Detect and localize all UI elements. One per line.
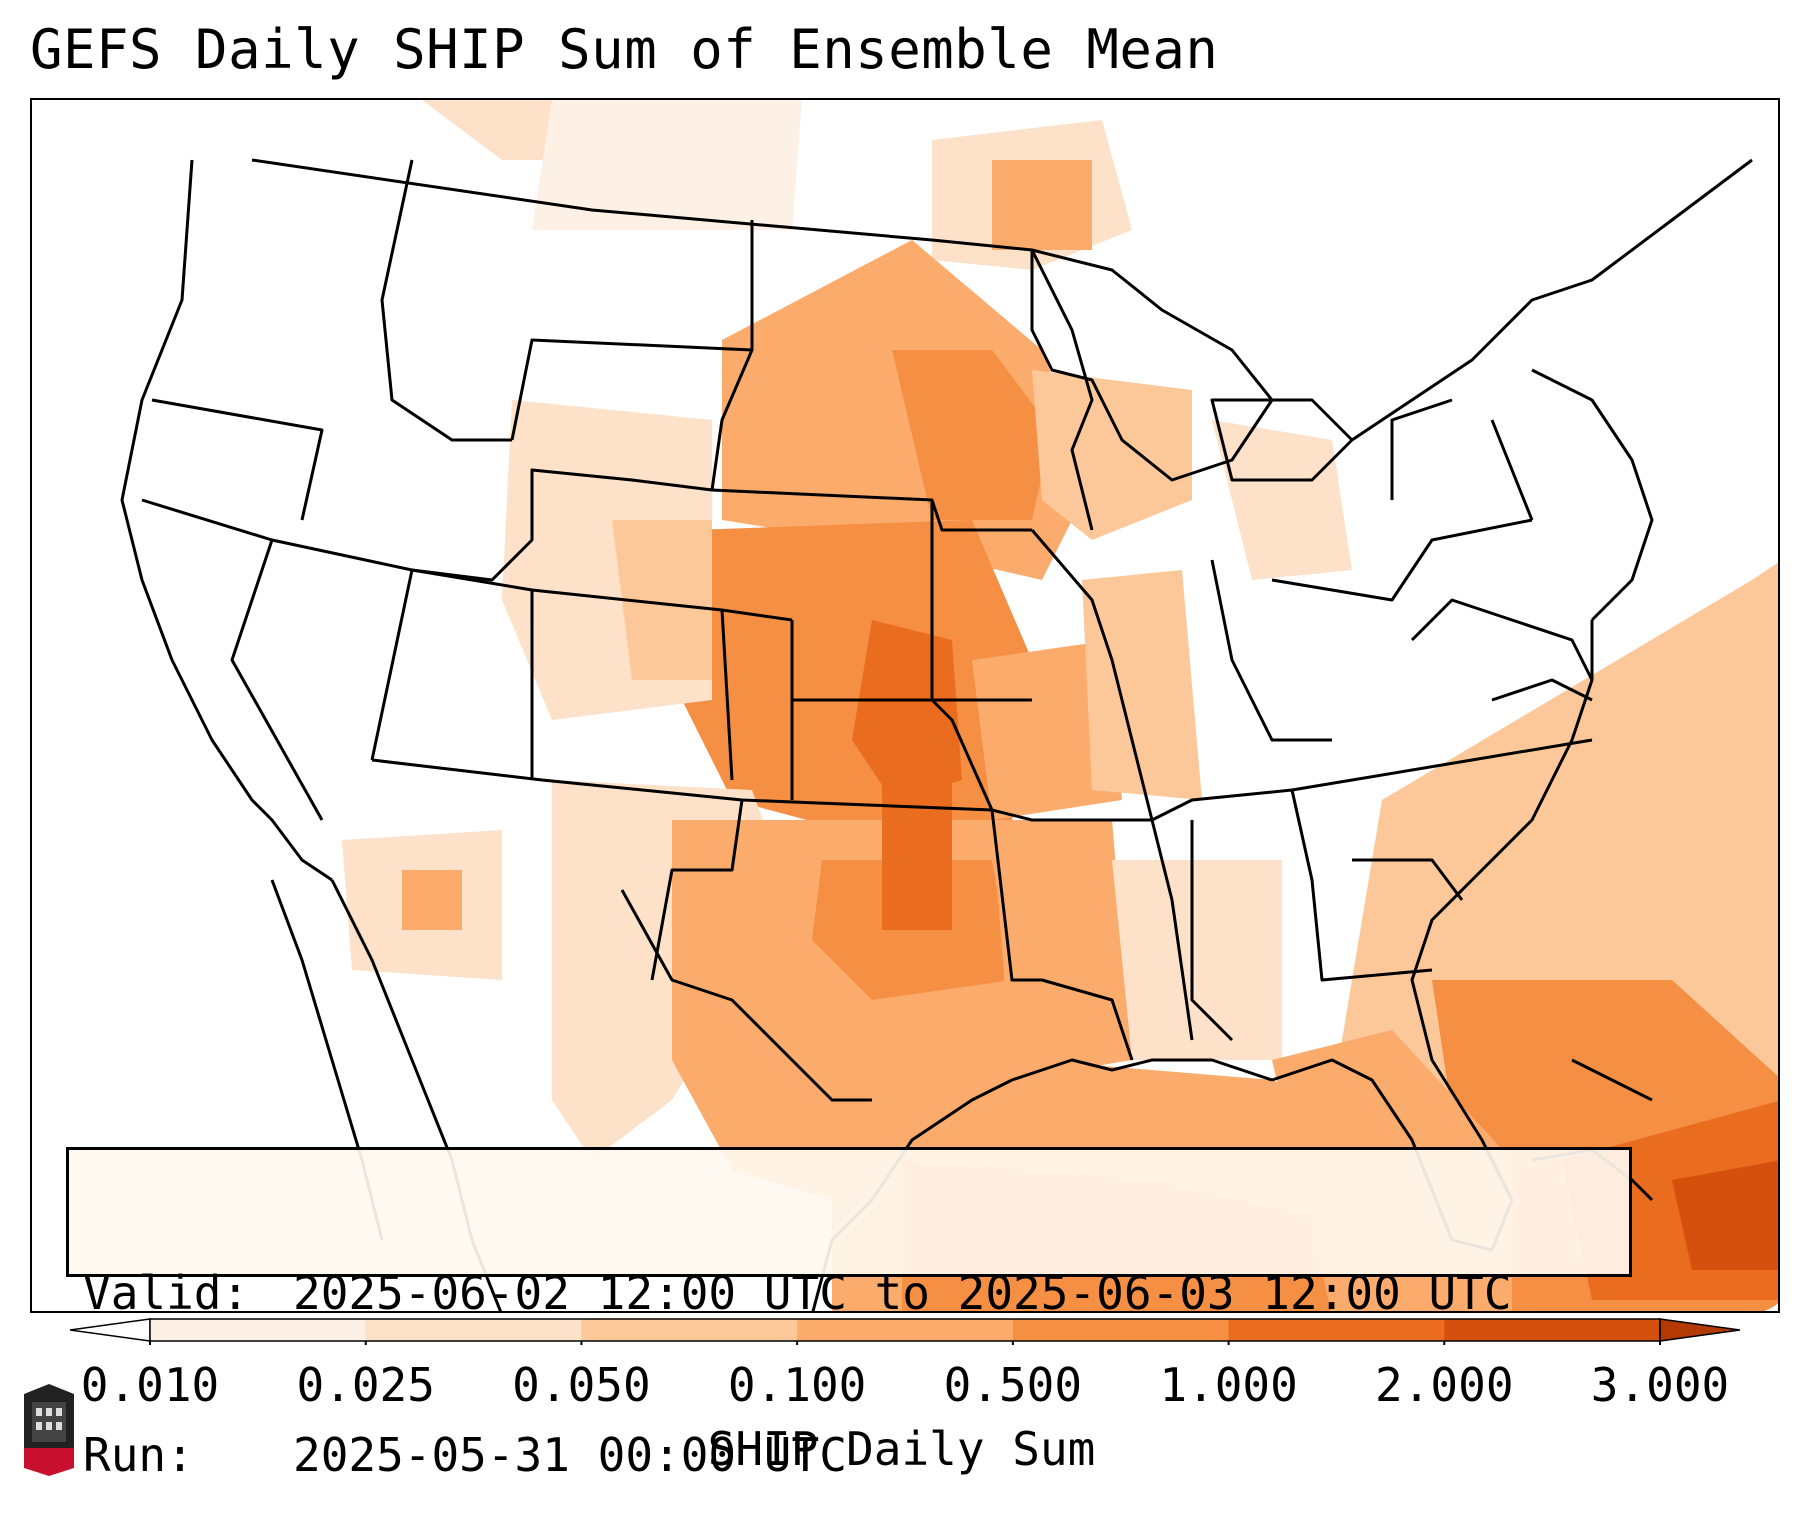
niu-logo xyxy=(24,1384,74,1476)
colorbar-label: SHIP Daily Sum xyxy=(707,1422,1096,1476)
colorbar-tick-label: 2.000 xyxy=(1375,1358,1514,1412)
colorbar-extend-low xyxy=(70,1318,151,1342)
valid-row: Valid: 2025-06-02 12:00 UTC to 2025-06-03… xyxy=(83,1266,1615,1320)
colorbar-tick-label: 0.010 xyxy=(80,1358,220,1412)
colorbar-segment xyxy=(1444,1319,1661,1341)
colorbar-tick-label: 1.000 xyxy=(1159,1358,1298,1412)
colorbar-tick-label: 3.000 xyxy=(1590,1358,1730,1412)
colorbar xyxy=(70,1318,1740,1345)
colorbar-segment xyxy=(365,1319,582,1341)
colorbar-tick-label: 0.025 xyxy=(296,1358,435,1412)
map-canvas xyxy=(120,100,1778,1311)
colorbar-tick-label: 0.500 xyxy=(943,1358,1083,1412)
colorbar-tick-label: 0.050 xyxy=(512,1358,651,1412)
colorbar-segment xyxy=(150,1319,367,1341)
colorbar-extend-high xyxy=(1659,1318,1740,1342)
valid-value: 2025-06-02 12:00 UTC to 2025-06-03 12:00… xyxy=(293,1266,1512,1320)
run-label: Run: xyxy=(83,1428,194,1482)
valid-label: Valid: xyxy=(83,1266,250,1320)
colorbar-segment xyxy=(1228,1319,1445,1341)
ship-shading xyxy=(342,100,1778,1311)
run-row: Run: 2025-05-31 00:00 UTC xyxy=(83,1428,1615,1482)
run-value: 2025-05-31 00:00 UTC xyxy=(293,1428,847,1482)
map-panel xyxy=(30,98,1780,1313)
state-boundaries xyxy=(120,158,1753,1311)
info-box: Valid: 2025-06-02 12:00 UTC to 2025-06-03… xyxy=(66,1147,1632,1482)
colorbar-tick-label: 0.100 xyxy=(727,1358,867,1412)
colorbar-segment xyxy=(1012,1319,1230,1341)
map-title: GEFS Daily SHIP Sum of Ensemble Mean xyxy=(30,18,1219,81)
colorbar-segment xyxy=(797,1319,1014,1341)
colorbar-segment xyxy=(581,1319,798,1341)
